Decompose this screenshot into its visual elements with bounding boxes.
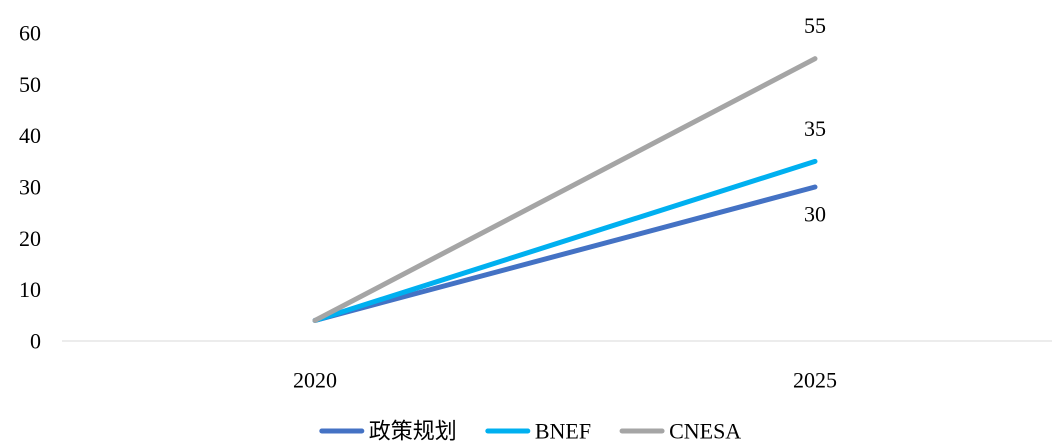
x-tick-label: 2025 (793, 368, 837, 393)
y-axis-ticks: 0 10 20 30 40 50 60 (19, 21, 41, 354)
legend-label: CNESA (669, 419, 741, 441)
series-lines (315, 59, 815, 321)
data-label: 55 (804, 13, 826, 38)
y-tick-label: 60 (19, 21, 41, 46)
x-tick-label: 2020 (293, 368, 337, 393)
legend: 政策规划 BNEF CNESA (322, 419, 742, 441)
legend-label: BNEF (535, 419, 591, 441)
legend-item: 政策规划 (322, 419, 457, 441)
series-line-2 (315, 59, 815, 321)
series-line-1 (315, 161, 815, 320)
y-tick-label: 30 (19, 175, 41, 200)
y-tick-label: 50 (19, 72, 41, 97)
data-label: 35 (804, 116, 826, 141)
data-labels: 30 35 55 (804, 13, 826, 226)
y-tick-label: 40 (19, 123, 41, 148)
y-tick-label: 0 (30, 329, 41, 354)
y-tick-label: 20 (19, 226, 41, 251)
x-axis-ticks: 2020 2025 (293, 368, 837, 393)
legend-label: 政策规划 (369, 419, 457, 441)
y-tick-label: 10 (19, 277, 41, 302)
legend-item: CNESA (622, 419, 741, 441)
legend-item: BNEF (488, 419, 591, 441)
data-label: 30 (804, 202, 826, 227)
series-line-0 (315, 187, 815, 320)
